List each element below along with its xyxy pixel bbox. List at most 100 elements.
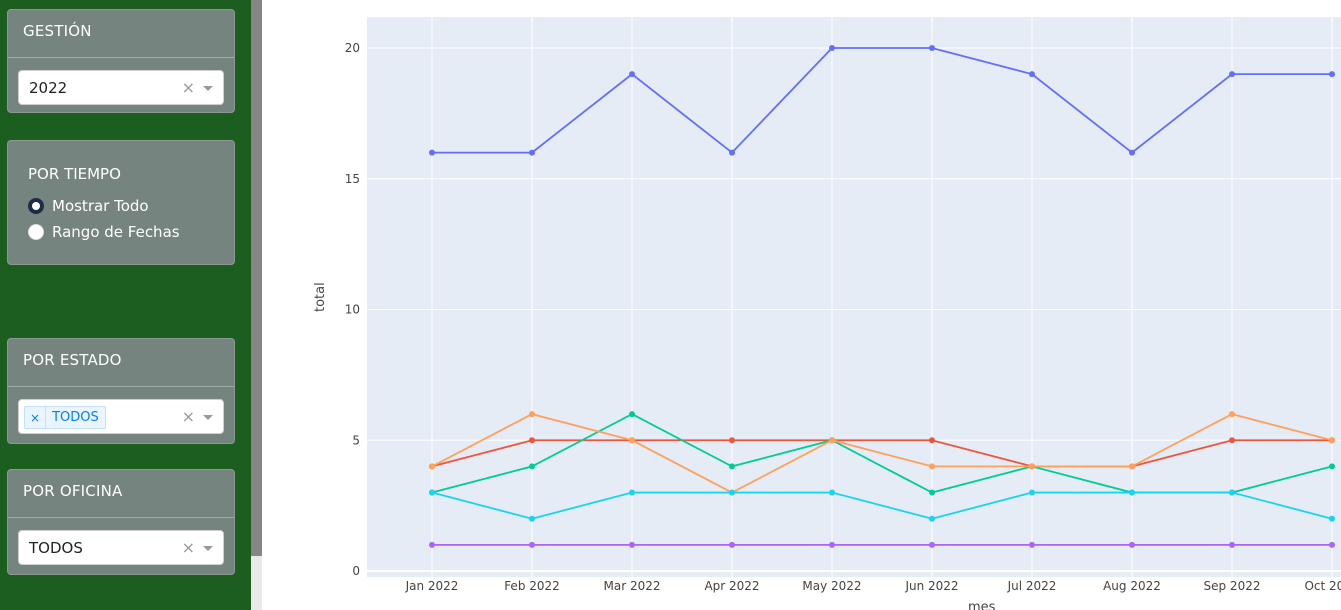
series-point-5 [529,515,535,522]
series-point-5 [429,489,435,496]
y-tick-label: 20 [345,41,360,55]
series-line-0 [432,47,1332,154]
series-point-4 [529,411,535,418]
estado-tag: × TODOS [24,406,106,429]
radio-rango-fechas[interactable]: Rango de Fechas [28,223,180,241]
series-point-3 [1229,541,1235,548]
y-tick-label: 5 [352,433,360,447]
series-point-2 [529,463,535,470]
x-tick-label: Jan 2022 [405,579,459,593]
series-point-4 [1229,411,1235,418]
x-tick-label: Feb 2022 [504,579,560,593]
series-point-2 [629,411,635,418]
radio-mostrar-todo-indicator[interactable] [28,198,44,214]
series-point-3 [1029,541,1035,548]
gestion-panel: GESTIÓN 2022 × [7,9,235,113]
x-tick-label: Mar 2022 [604,579,661,593]
gestion-clear-icon[interactable]: × [181,78,195,97]
series-point-3 [529,541,535,548]
series-line-5 [431,491,1333,520]
sidebar: GESTIÓN 2022 × POR TIEMPO Mostrar Todo R… [0,0,251,610]
series-point-3 [429,541,435,548]
estado-clear-icon[interactable]: × [181,407,195,426]
radio-mostrar-todo[interactable]: Mostrar Todo [28,197,149,215]
x-axis-label: mes [968,600,996,610]
series-point-5 [929,515,935,522]
series-point-0 [529,149,535,156]
series-point-5 [629,489,635,496]
estado-multiselect[interactable]: × TODOS × [18,399,224,434]
series-point-2 [1329,463,1335,470]
radio-rango-fechas-indicator[interactable] [28,224,44,240]
series-point-0 [729,149,735,156]
series-point-0 [929,45,935,51]
x-tick-label: Apr 2022 [704,579,759,593]
x-tick-label: Sep 2022 [1204,579,1261,593]
series-point-0 [629,71,635,78]
series-point-2 [929,489,935,496]
series-point-0 [829,45,835,51]
estado-tag-label: TODOS [52,410,99,425]
y-tick-label: 15 [345,172,360,186]
radio-rango-fechas-label: Rango de Fechas [52,223,180,241]
series-point-3 [1129,541,1135,548]
series-point-1 [929,437,935,444]
series-point-4 [929,463,935,470]
oficina-panel: POR OFICINA TODOS × [7,469,235,575]
gestion-select[interactable]: 2022 × [18,70,224,105]
series-point-4 [1029,463,1035,470]
scrollbar-track-bottom [251,556,262,610]
gestion-title: GESTIÓN [8,10,234,58]
x-tick-label: Jul 2022 [1007,579,1057,593]
gestion-select-value: 2022 [29,79,68,97]
y-tick-label: 10 [345,303,360,317]
series-point-4 [1129,463,1135,470]
series-point-4 [1329,437,1335,444]
series-point-1 [529,437,535,444]
oficina-clear-icon[interactable]: × [181,538,195,557]
x-tick-label: Oct 2022 [1304,579,1341,593]
series-point-5 [1329,515,1335,522]
x-tick-label: Jun 2022 [904,579,958,593]
series-point-0 [1229,71,1235,78]
x-tick-label: Aug 2022 [1103,579,1161,593]
series-point-1 [1229,437,1235,444]
series-point-0 [1029,71,1035,78]
y-tick-label: 0 [352,564,360,578]
plot-area[interactable] [367,17,1341,577]
estado-panel: POR ESTADO × TODOS × [7,338,235,444]
sidebar-scrollbar[interactable] [251,0,262,556]
estado-chevron-down-icon[interactable] [203,415,213,420]
series-point-0 [1329,71,1335,78]
oficina-select-value: TODOS [29,539,83,557]
series-point-3 [929,541,935,548]
radio-mostrar-todo-label: Mostrar Todo [52,197,149,215]
series-point-3 [629,541,635,548]
series-point-5 [1129,489,1135,496]
estado-title: POR ESTADO [8,339,234,387]
oficina-title: POR OFICINA [8,470,234,518]
tiempo-panel: POR TIEMPO Mostrar Todo Rango de Fechas [7,140,235,265]
series-point-3 [829,541,835,548]
tag-remove-icon[interactable]: × [25,407,47,428]
series-line-4 [431,413,1333,494]
series-point-3 [729,541,735,548]
series-point-0 [429,149,435,156]
series-point-5 [1229,489,1235,496]
series-point-4 [629,437,635,444]
y-axis-label: total [313,282,328,312]
oficina-chevron-down-icon[interactable] [203,546,213,551]
series-point-5 [829,489,835,496]
series-point-1 [729,437,735,444]
oficina-select[interactable]: TODOS × [18,530,224,565]
series-point-4 [829,437,835,444]
series-point-5 [1029,489,1035,496]
gestion-chevron-down-icon[interactable] [203,86,213,91]
series-point-0 [1129,149,1135,156]
tiempo-title: POR TIEMPO [28,165,121,183]
series-point-5 [729,489,735,496]
series-point-4 [429,463,435,470]
x-tick-label: May 2022 [802,579,861,593]
